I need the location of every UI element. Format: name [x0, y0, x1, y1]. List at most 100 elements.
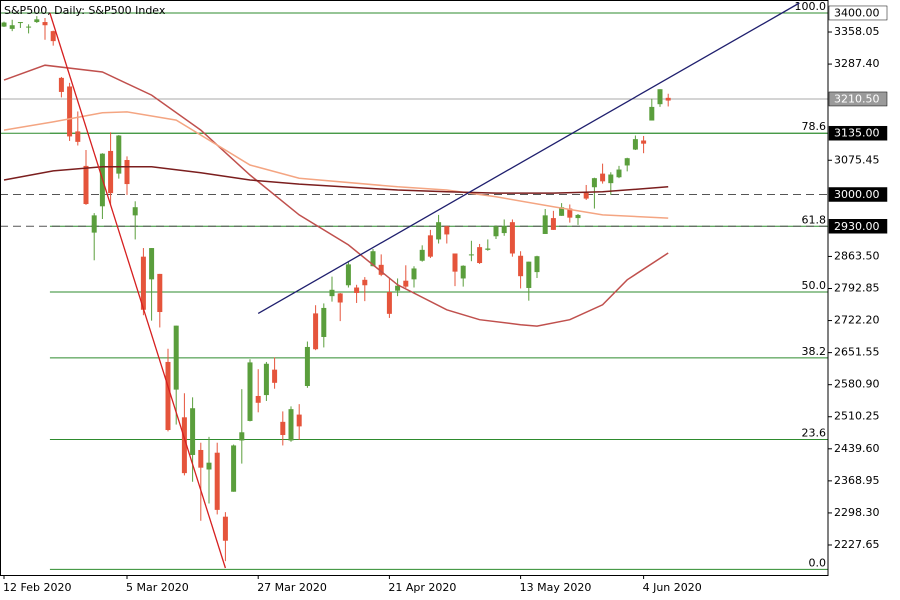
candle-body: [124, 160, 130, 185]
candle-body: [616, 169, 622, 178]
candle-body: [419, 249, 425, 261]
candle-body: [91, 215, 97, 233]
candle-body: [247, 362, 253, 421]
candle-body: [34, 19, 40, 23]
candle-body: [206, 462, 212, 470]
candle-body: [460, 265, 466, 279]
candle-body: [632, 139, 638, 150]
x-tick-label: 13 May 2020: [520, 581, 592, 594]
candle-body: [304, 346, 310, 386]
candle-body: [214, 452, 220, 510]
x-tick-label: 4 Jun 2020: [643, 581, 702, 594]
candle-body: [190, 408, 196, 455]
price-label-box: [828, 219, 888, 234]
price-label-box: [828, 187, 888, 202]
candle-body: [198, 449, 204, 468]
candle-body: [42, 22, 48, 26]
price-label: 3135.00: [834, 127, 880, 140]
price-label: 3210.50: [834, 92, 880, 105]
candle-body: [296, 414, 302, 427]
candle-body: [468, 254, 474, 256]
candle-body: [575, 214, 581, 219]
y-tick-label: 2298.30: [834, 506, 880, 519]
candle-body: [362, 279, 368, 286]
candle-body: [67, 86, 73, 137]
candle-body: [58, 77, 64, 92]
fib-level-label: 61.8: [802, 213, 827, 226]
candle-body: [157, 273, 163, 313]
candle-body: [116, 135, 122, 174]
candle-body: [17, 22, 23, 24]
candle-body: [427, 235, 433, 257]
trendline: [257, 2, 800, 314]
y-tick-label: 3358.05: [834, 25, 880, 38]
price-label: 3000.00: [834, 188, 880, 201]
candle-body: [542, 215, 548, 234]
candle-body: [583, 192, 589, 199]
candle-body: [518, 255, 524, 277]
candle-body: [370, 251, 376, 267]
candle-body: [624, 158, 630, 166]
price-label-box: [828, 125, 888, 141]
price-label: 2930.00: [834, 220, 880, 233]
candle-body: [173, 325, 179, 390]
candle-body: [444, 226, 450, 235]
trendline: [49, 12, 227, 569]
price-label-box: [828, 91, 888, 107]
candle-body: [83, 165, 89, 205]
candle-body: [75, 131, 81, 142]
candle-body: [1, 22, 7, 27]
x-tick-label: 27 Mar 2020: [257, 581, 327, 594]
candle-body: [559, 207, 565, 216]
moving-average: [3, 166, 669, 194]
y-tick-label: 2651.55: [834, 346, 880, 359]
fib-level-label: 23.6: [802, 427, 827, 440]
candle-body: [452, 253, 458, 272]
y-tick-label: 2439.60: [834, 442, 880, 455]
y-tick-label: 2227.65: [834, 538, 880, 551]
y-tick-label: 2580.90: [834, 378, 880, 391]
candle-body: [239, 432, 245, 441]
candle-body: [657, 89, 663, 105]
fib-level-label: 100.0: [795, 0, 827, 13]
candle-body: [485, 248, 491, 250]
candle-body: [9, 25, 15, 29]
y-tick-label: 3287.40: [834, 57, 880, 70]
candle-body: [665, 97, 671, 101]
plot-frame: [0, 0, 829, 576]
candle-body: [280, 421, 286, 436]
candle-body: [567, 208, 573, 218]
candle-body: [526, 261, 532, 288]
candle-body: [255, 395, 261, 403]
candle-body: [165, 361, 171, 431]
candle-body: [386, 292, 392, 314]
candle-body: [649, 106, 655, 121]
candle-body: [378, 264, 384, 275]
candle-body: [600, 173, 606, 182]
candle-body: [591, 178, 597, 188]
candle-body: [354, 287, 360, 293]
candle-body: [395, 285, 401, 291]
candle-body: [534, 256, 540, 273]
candle-body: [313, 313, 319, 350]
candle-body: [641, 140, 647, 144]
price-label: 3400.00: [834, 6, 880, 19]
candle-body: [231, 445, 237, 492]
candle-body: [411, 268, 417, 280]
candle-body: [329, 289, 335, 297]
candle-body: [501, 226, 507, 234]
fib-level-label: 0.0: [809, 556, 827, 569]
candle-body: [263, 363, 269, 396]
candle-body: [337, 293, 343, 303]
candle-body: [108, 150, 114, 194]
candle-body: [181, 417, 187, 474]
moving-average: [3, 111, 669, 219]
candle-body: [140, 256, 146, 310]
candle-body: [550, 218, 556, 230]
y-tick-label: 3075.45: [834, 153, 880, 166]
fib-level-label: 38.2: [802, 345, 827, 358]
candle-body: [493, 226, 499, 237]
y-tick-label: 2510.25: [834, 410, 880, 423]
